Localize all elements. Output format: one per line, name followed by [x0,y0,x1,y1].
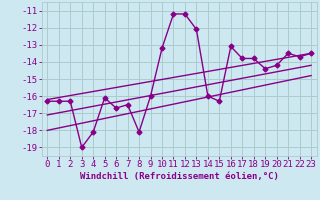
X-axis label: Windchill (Refroidissement éolien,°C): Windchill (Refroidissement éolien,°C) [80,172,279,181]
